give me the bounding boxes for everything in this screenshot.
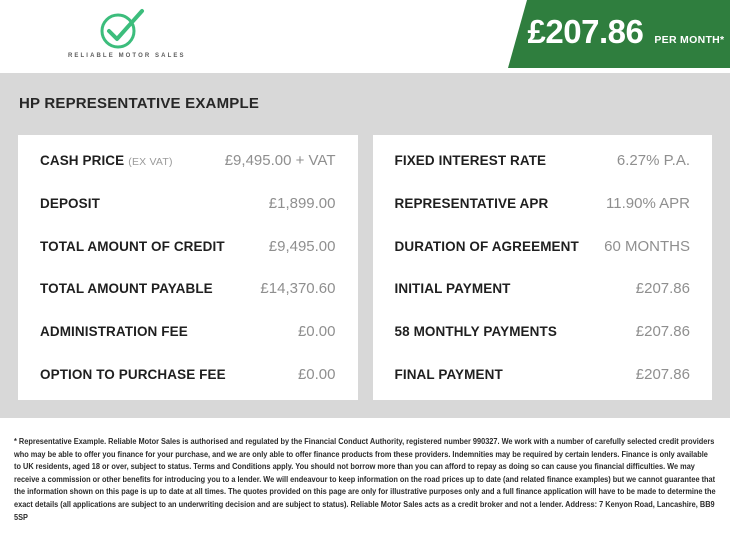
finance-panels: CASH PRICE (EX VAT) £9,495.00 + VAT DEPOS… [18, 135, 712, 400]
row-value: £207.86 [635, 323, 690, 341]
row-label: FINAL PAYMENT [394, 366, 503, 382]
row-label: DURATION OF AGREEMENT [394, 238, 579, 254]
monthly-price-badge: £207.86 PER MONTH* [508, 0, 730, 68]
row-admin-fee: ADMINISTRATION FEE £0.00 [40, 323, 336, 340]
row-value: £0.00 [297, 365, 336, 383]
badge-period: PER MONTH* [654, 34, 725, 46]
row-value: 60 MONTHS [604, 237, 690, 255]
row-final-payment: FINAL PAYMENT £207.86 [395, 366, 691, 383]
row-value: £1,899.00 [268, 194, 336, 212]
row-value: £207.86 [635, 280, 690, 298]
disclaimer-text: * Representative Example. Reliable Motor… [14, 436, 716, 522]
row-label: OPTION TO PURCHASE FEE [40, 366, 226, 382]
row-label: 58 MONTHLY PAYMENTS [394, 324, 557, 340]
row-label: TOTAL AMOUNT PAYABLE [40, 281, 213, 297]
section-title: HP REPRESENTATIVE EXAMPLE [19, 95, 260, 112]
row-value: 11.90% APR [606, 194, 690, 212]
row-total-payable: TOTAL AMOUNT PAYABLE £14,370.60 [40, 280, 336, 297]
row-duration: DURATION OF AGREEMENT 60 MONTHS [395, 238, 691, 255]
row-value: £0.00 [297, 323, 336, 341]
row-deposit: DEPOSIT £1,899.00 [40, 195, 336, 212]
row-value: £9,495.00 + VAT [224, 152, 336, 169]
row-value: 6.27% P.A. [616, 152, 690, 169]
row-monthly-payments: 58 MONTHLY PAYMENTS £207.86 [395, 323, 691, 340]
row-apr: REPRESENTATIVE APR 11.90% APR [395, 195, 691, 212]
row-label: REPRESENTATIVE APR [394, 195, 549, 211]
row-total-credit: TOTAL AMOUNT OF CREDIT £9,495.00 [40, 238, 336, 255]
row-value: £14,370.60 [260, 280, 336, 298]
row-label: TOTAL AMOUNT OF CREDIT [40, 238, 225, 254]
badge-amount: £207.86 [527, 13, 644, 50]
row-label: FIXED INTEREST RATE [394, 153, 547, 168]
row-label: DEPOSIT [40, 195, 100, 211]
row-label: CASH PRICE (EX VAT) [40, 153, 173, 168]
dealer-logo: RELIABLE MOTOR SALES [68, 6, 186, 59]
row-interest-rate: FIXED INTEREST RATE 6.27% P.A. [395, 152, 691, 169]
finance-section: HP REPRESENTATIVE EXAMPLE CASH PRICE (EX … [0, 73, 730, 418]
row-label: ADMINISTRATION FEE [40, 324, 188, 340]
rate-panel: FIXED INTEREST RATE 6.27% P.A. REPRESENT… [372, 135, 712, 400]
row-initial-payment: INITIAL PAYMENT £207.86 [395, 280, 691, 297]
brand-name: RELIABLE MOTOR SALES [68, 53, 186, 59]
header: RELIABLE MOTOR SALES £207.86 PER MONTH* [0, 0, 730, 73]
row-purchase-fee: OPTION TO PURCHASE FEE £0.00 [40, 366, 336, 383]
cost-panel: CASH PRICE (EX VAT) £9,495.00 + VAT DEPOS… [18, 135, 358, 400]
row-value: £207.86 [635, 365, 690, 383]
row-value: £9,495.00 [268, 237, 336, 255]
row-label: INITIAL PAYMENT [394, 281, 511, 297]
footer: * Representative Example. Reliable Motor… [0, 418, 730, 524]
checkmark-circle-icon [100, 9, 144, 49]
row-note: (EX VAT) [128, 156, 173, 168]
row-cash-price: CASH PRICE (EX VAT) £9,495.00 + VAT [40, 152, 336, 169]
